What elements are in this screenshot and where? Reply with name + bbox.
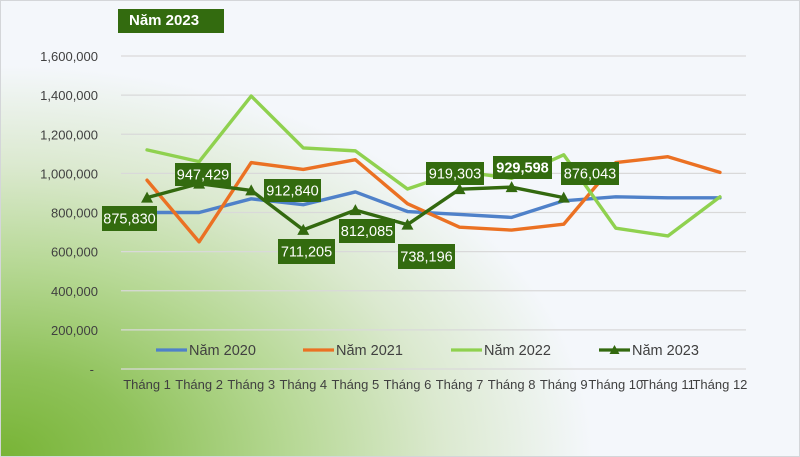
x-tick-label: Tháng 4: [279, 377, 327, 392]
x-tick-label: Tháng 10: [588, 377, 643, 392]
data-label-text: 812,085: [341, 224, 393, 240]
chart-title: Năm 2023: [118, 9, 224, 33]
data-label-text: 876,043: [564, 167, 616, 183]
data-label: 875,830: [102, 206, 157, 231]
x-tick-label: Tháng 7: [436, 377, 484, 392]
data-label-text: 912,840: [266, 184, 318, 200]
x-tick-label: Tháng 6: [384, 377, 432, 392]
y-tick-label: 1,200,000: [40, 127, 98, 142]
data-label-text: 929,598: [496, 161, 548, 177]
data-label-box: [426, 162, 484, 185]
y-tick-label: 600,000: [51, 245, 98, 260]
series-năm-2021: [145, 155, 722, 244]
x-tick-label: Tháng 3: [227, 377, 275, 392]
triangle-marker-icon: [401, 218, 414, 230]
x-tick-label: Tháng 11: [641, 377, 695, 392]
data-labels: 875,830 947,429 912,840 711,205 812,085 738,1…: [102, 156, 619, 269]
triangle-marker-icon: [505, 181, 518, 193]
legend-item: Năm 2022: [451, 343, 551, 359]
data-label-box: [398, 244, 455, 269]
x-tick-label: Tháng 9: [540, 377, 588, 392]
data-label-box: [278, 239, 335, 264]
x-tick-label: Tháng 12: [692, 377, 747, 392]
data-label-box: [264, 179, 321, 202]
x-tick-label: Tháng 2: [175, 377, 223, 392]
legend-item: Năm 2023: [599, 343, 699, 359]
triangle-marker-icon: [609, 345, 620, 354]
x-tick-label: Tháng 1: [123, 377, 171, 392]
data-label-text: 711,205: [281, 245, 332, 261]
x-tick-label: Tháng 5: [332, 377, 380, 392]
y-tick-label: 1,600,000: [40, 49, 98, 64]
data-label-text: 875,830: [103, 212, 155, 228]
y-tick-label: 1,400,000: [40, 88, 98, 103]
legend: Năm 2020 Năm 2021 Năm 2022 Năm 2023: [156, 343, 699, 359]
series-line: [145, 190, 722, 220]
legend-label: Năm 2021: [336, 343, 403, 359]
data-label-text: 738,196: [400, 250, 452, 266]
legend-item: Năm 2020: [156, 343, 256, 359]
triangle-marker-icon: [453, 183, 466, 195]
y-tick-label: 400,000: [51, 284, 98, 299]
y-tick-label: -: [90, 362, 94, 377]
data-label: 812,085: [339, 219, 395, 243]
triangle-marker-icon: [245, 184, 258, 196]
data-label-text: 947,429: [177, 168, 229, 184]
y-tick-label: 1,000,000: [40, 166, 98, 181]
series-năm-2020: [145, 190, 722, 220]
data-label-box: [102, 206, 157, 231]
legend-item: Năm 2021: [303, 343, 403, 359]
data-label: 947,429: [175, 163, 231, 186]
legend-label: Năm 2023: [632, 343, 699, 359]
data-label-box: [175, 163, 231, 186]
data-label: 919,303: [426, 162, 484, 185]
data-label: 912,840: [264, 179, 321, 202]
x-tick-label: Tháng 8: [488, 377, 536, 392]
data-label: 738,196: [398, 244, 455, 269]
triangle-marker-icon: [557, 191, 570, 203]
x-axis-labels: Tháng 1 Tháng 2 Tháng 3 Tháng 4 Tháng 5 Tháng…: [123, 377, 747, 392]
triangle-marker-icon: [297, 223, 310, 235]
triangle-marker-icon: [349, 204, 362, 216]
y-tick-label: 200,000: [51, 323, 98, 338]
legend-label: Năm 2022: [484, 343, 551, 359]
data-label-box: [493, 156, 552, 179]
data-label-box: [561, 162, 619, 185]
data-label: 711,205: [278, 239, 335, 264]
data-label: 876,043: [561, 162, 619, 185]
series-line: [145, 155, 722, 244]
triangle-marker-icon: [141, 191, 154, 203]
legend-label: Năm 2020: [189, 343, 256, 359]
y-axis-labels: - 200,000 400,000 600,000 800,000 1,000,000 1,…: [40, 49, 98, 377]
data-label: 929,598: [493, 156, 552, 179]
data-label-text: 919,303: [429, 167, 481, 183]
data-label-box: [339, 219, 395, 243]
y-tick-label: 800,000: [51, 206, 98, 221]
